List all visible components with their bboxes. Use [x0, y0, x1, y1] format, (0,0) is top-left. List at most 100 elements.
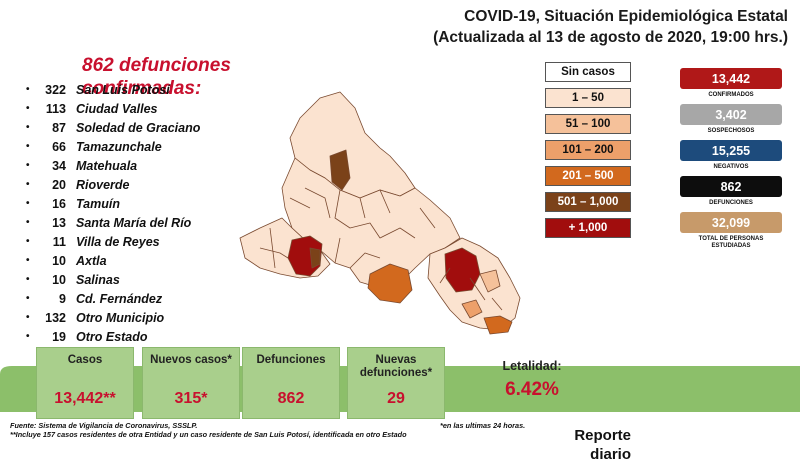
municipio-row: • 10 Axtla: [8, 251, 248, 270]
municipio-row: • 20 Rioverde: [8, 175, 248, 194]
bullet-icon: •: [26, 198, 30, 209]
bullet-icon: •: [26, 160, 30, 171]
kpi-value: 15,255: [680, 140, 782, 161]
defunciones-card: Defunciones 862: [242, 347, 340, 419]
deaths-by-municipio-list: • 322 San Luis Potosí • 113 Ciudad Valles • 87 S…: [8, 80, 248, 346]
letalidad-block: Letalidad: 6.42%: [452, 359, 612, 401]
kpi-label: NEGATIVOS: [713, 164, 749, 170]
nuevas-defunciones-card: Nuevas defunciones* 29: [347, 347, 445, 419]
kpi-label: DEFUNCIONES: [709, 200, 753, 206]
legend-item: 501 – 1,000: [545, 192, 631, 212]
municipio-count: 113: [45, 101, 66, 116]
municipio-name: Rioverde: [76, 177, 130, 192]
municipio-count: 322: [45, 82, 66, 97]
municipio-name: San Luis Potosí: [76, 82, 170, 97]
defunciones-label: Defunciones: [256, 354, 326, 366]
kpi-item: 32,099 TOTAL DE PERSONAS ESTUDIADAS: [680, 212, 782, 250]
municipio-count: 9: [59, 291, 66, 306]
municipio-row: • 87 Soledad de Graciano: [8, 118, 248, 137]
letalidad-label: Letalidad:: [502, 359, 562, 373]
nuevas-defunciones-label: Nuevas defunciones*: [359, 354, 433, 379]
municipio-row: • 113 Ciudad Valles: [8, 99, 248, 118]
report-line2: diario: [590, 446, 631, 463]
kpi-label: CONFIRMADOS: [708, 92, 754, 98]
bullet-icon: •: [26, 217, 30, 228]
legend-item: Sin casos: [545, 62, 631, 82]
nuevos-casos-card: Nuevos casos* 315*: [142, 347, 240, 419]
kpi-value: 3,402: [680, 104, 782, 125]
casos-value: 13,442**: [54, 390, 116, 407]
kpi-label: SOSPECHOSOS: [707, 128, 755, 134]
report-line1: Reporte: [574, 427, 631, 444]
state-map: [239, 91, 521, 335]
municipio-row: • 66 Tamazunchale: [8, 137, 248, 156]
municipio-row: • 19 Otro Estado: [8, 327, 248, 346]
municipio-row: • 11 Villa de Reyes: [8, 232, 248, 251]
footnote-other-state: **Incluye 157 casos residentes de otra E…: [10, 430, 407, 439]
report-label: Reporte diario: [565, 426, 631, 464]
bullet-icon: •: [26, 236, 30, 247]
bullet-icon: •: [26, 122, 30, 133]
municipio-count: 13: [52, 215, 66, 230]
municipio-count: 132: [45, 310, 66, 325]
nuevos-casos-label: Nuevos casos*: [150, 354, 232, 366]
deaths-title: 862 defunciones confirmadas:: [82, 55, 231, 99]
map-region-valles: [444, 247, 481, 293]
map-region-tamuin: [479, 269, 501, 293]
map-region-rioverde: [367, 263, 413, 304]
defunciones-value: 862: [277, 390, 305, 407]
bullet-icon: •: [26, 255, 30, 266]
municipio-name: Soledad de Graciano: [76, 120, 201, 135]
bullet-icon: •: [26, 103, 30, 114]
map-region-tamazunchale: [483, 315, 513, 335]
bullet-icon: •: [26, 179, 30, 190]
municipio-count: 16: [52, 196, 66, 211]
municipio-row: • 16 Tamuín: [8, 194, 248, 213]
legend-item: + 1,000: [545, 218, 631, 238]
bullet-icon: •: [26, 84, 30, 95]
kpi-panel: 13,442 CONFIRMADOS 3,402 SOSPECHOSOS 15,255 N…: [680, 68, 782, 255]
legend-item: 51 – 100: [545, 114, 631, 134]
map-region-matehuala: [329, 149, 351, 191]
legend-item: 101 – 200: [545, 140, 631, 160]
bullet-icon: •: [26, 274, 30, 285]
kpi-item: 862 DEFUNCIONES: [680, 176, 782, 207]
nuevos-casos-value: 315*: [174, 390, 208, 407]
municipio-name: Matehuala: [76, 158, 138, 173]
bullet-icon: •: [26, 312, 30, 323]
kpi-value: 862: [680, 176, 782, 197]
municipio-count: 66: [52, 139, 66, 154]
kpi-value: 13,442: [680, 68, 782, 89]
kpi-value: 32,099: [680, 212, 782, 233]
municipio-row: • 13 Santa María del Río: [8, 213, 248, 232]
municipio-count: 10: [52, 253, 66, 268]
bullet-icon: •: [26, 141, 30, 152]
municipio-count: 19: [52, 329, 66, 344]
municipio-name: Salinas: [76, 272, 120, 287]
header-subtitle: (Actualizada al 13 de agosto de 2020, 19…: [433, 29, 788, 46]
nuevas-defunciones-value: 29: [387, 390, 405, 407]
kpi-item: 15,255 NEGATIVOS: [680, 140, 782, 171]
casos-card: Casos 13,442**: [36, 347, 134, 419]
kpi-item: 13,442 CONFIRMADOS: [680, 68, 782, 99]
footnote-24h: *en las ultimas 24 horas.: [440, 421, 526, 430]
header-title: COVID-19, Situación Epidemiológica Estat…: [464, 8, 788, 25]
casos-label: Casos: [67, 354, 103, 366]
map-legend: Sin casos 1 – 50 51 – 100 101 – 200 201 – 50…: [545, 62, 631, 244]
municipio-name: Tamuín: [76, 196, 120, 211]
report-header: COVID-19, Situación Epidemiológica Estat…: [433, 6, 788, 48]
letalidad-value: 6.42%: [505, 379, 559, 400]
municipio-name: Tamazunchale: [76, 139, 162, 154]
map-region-axtla: [461, 299, 483, 319]
municipio-name: Santa María del Río: [76, 215, 192, 230]
municipio-row: • 322 San Luis Potosí: [8, 80, 248, 99]
municipio-name: Otro Municipio: [76, 310, 165, 325]
municipio-row: • 34 Matehuala: [8, 156, 248, 175]
municipio-name: Ciudad Valles: [76, 101, 158, 116]
footnotes: Fuente: Sistema de Vigilancia de Coronav…: [10, 421, 500, 439]
bullet-icon: •: [26, 331, 30, 342]
municipio-count: 34: [52, 158, 66, 173]
bullet-icon: •: [26, 293, 30, 304]
municipio-count: 11: [52, 234, 66, 249]
municipio-name: Axtla: [76, 253, 107, 268]
